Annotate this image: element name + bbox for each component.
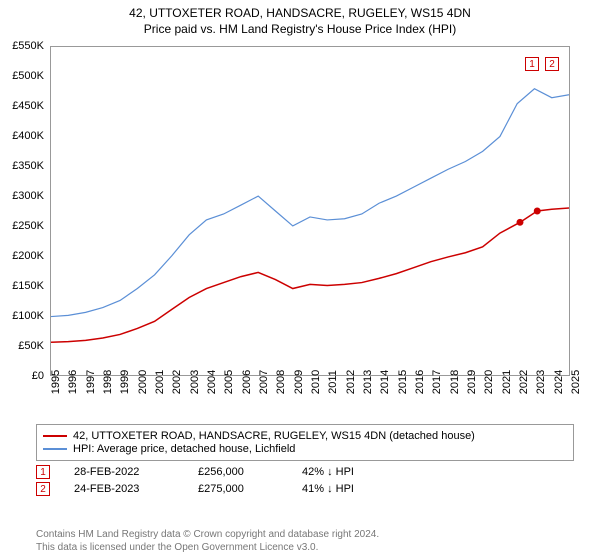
y-tick-label: £250K <box>12 220 44 232</box>
series-line <box>51 89 569 317</box>
x-tick-label: 2023 <box>535 370 547 394</box>
y-tick-label: £550K <box>12 40 44 52</box>
footer-line1: Contains HM Land Registry data © Crown c… <box>36 528 379 541</box>
x-tick-label: 1995 <box>50 370 62 394</box>
x-tick-label: 2013 <box>362 370 374 394</box>
y-tick-label: £400K <box>12 130 44 142</box>
x-tick-label: 2004 <box>206 370 218 394</box>
sale-row: 2 24-FEB-2023 £275,000 41% ↓ HPI <box>36 482 354 496</box>
legend-item: HPI: Average price, detached house, Lich… <box>43 443 567 455</box>
x-tick-label: 2020 <box>483 370 495 394</box>
title-line1: 42, UTTOXETER ROAD, HANDSACRE, RUGELEY, … <box>0 6 600 20</box>
sale-marker-dot <box>517 219 524 226</box>
y-tick-label: £200K <box>12 250 44 262</box>
y-tick-label: £0 <box>32 370 44 382</box>
x-axis: 1995199619971998199920002001200220032004… <box>50 378 570 422</box>
x-tick-label: 2000 <box>137 370 149 394</box>
x-tick-label: 2022 <box>518 370 530 394</box>
sale-price: £275,000 <box>198 483 278 495</box>
sales-table: 1 28-FEB-2022 £256,000 42% ↓ HPI 2 24-FEB-202… <box>36 462 354 499</box>
y-axis: £0£50K£100K£150K£200K£250K£300K£350K£400… <box>0 46 48 376</box>
sale-date: 28-FEB-2022 <box>74 466 174 478</box>
x-tick-label: 2005 <box>223 370 235 394</box>
x-tick-label: 2007 <box>258 370 270 394</box>
x-tick-label: 2019 <box>466 370 478 394</box>
title-line2: Price paid vs. HM Land Registry's House … <box>0 22 600 36</box>
x-tick-label: 2014 <box>379 370 391 394</box>
legend-item: 42, UTTOXETER ROAD, HANDSACRE, RUGELEY, … <box>43 430 567 442</box>
y-tick-label: £500K <box>12 70 44 82</box>
y-tick-label: £50K <box>18 340 44 352</box>
sale-marker-box: 2 <box>36 482 50 496</box>
x-tick-label: 2009 <box>293 370 305 394</box>
legend-swatch <box>43 435 67 437</box>
footer-attribution: Contains HM Land Registry data © Crown c… <box>36 528 379 554</box>
y-tick-label: £100K <box>12 310 44 322</box>
x-tick-label: 1998 <box>102 370 114 394</box>
x-tick-label: 2025 <box>570 370 582 394</box>
sale-price: £256,000 <box>198 466 278 478</box>
x-tick-label: 2010 <box>310 370 322 394</box>
sale-marker-dot <box>534 208 541 215</box>
sale-row: 1 28-FEB-2022 £256,000 42% ↓ HPI <box>36 465 354 479</box>
x-tick-label: 2012 <box>345 370 357 394</box>
y-tick-label: £450K <box>12 100 44 112</box>
legend-label: 42, UTTOXETER ROAD, HANDSACRE, RUGELEY, … <box>73 430 475 442</box>
annotation-box: 1 <box>525 57 539 71</box>
x-tick-label: 1996 <box>67 370 79 394</box>
x-tick-label: 2006 <box>241 370 253 394</box>
x-tick-label: 2018 <box>449 370 461 394</box>
chart-plot-area: 12 <box>50 46 570 376</box>
x-tick-label: 2017 <box>431 370 443 394</box>
x-tick-label: 1999 <box>119 370 131 394</box>
x-tick-label: 2003 <box>189 370 201 394</box>
y-tick-label: £150K <box>12 280 44 292</box>
x-tick-label: 2011 <box>327 370 339 394</box>
legend-swatch <box>43 448 67 450</box>
annotation-box: 2 <box>545 57 559 71</box>
footer-line2: This data is licensed under the Open Gov… <box>36 541 379 554</box>
x-tick-label: 1997 <box>85 370 97 394</box>
x-tick-label: 2015 <box>397 370 409 394</box>
x-tick-label: 2008 <box>275 370 287 394</box>
sale-marker-box: 1 <box>36 465 50 479</box>
x-tick-label: 2002 <box>171 370 183 394</box>
x-tick-label: 2024 <box>553 370 565 394</box>
y-tick-label: £350K <box>12 160 44 172</box>
y-tick-label: £300K <box>12 190 44 202</box>
legend: 42, UTTOXETER ROAD, HANDSACRE, RUGELEY, … <box>36 424 574 461</box>
sale-pct-vs-hpi: 42% ↓ HPI <box>302 466 354 478</box>
x-tick-label: 2016 <box>414 370 426 394</box>
legend-label: HPI: Average price, detached house, Lich… <box>73 443 295 455</box>
series-line <box>51 208 569 342</box>
sale-pct-vs-hpi: 41% ↓ HPI <box>302 483 354 495</box>
sale-date: 24-FEB-2023 <box>74 483 174 495</box>
x-tick-label: 2001 <box>154 370 166 394</box>
x-tick-label: 2021 <box>501 370 513 394</box>
